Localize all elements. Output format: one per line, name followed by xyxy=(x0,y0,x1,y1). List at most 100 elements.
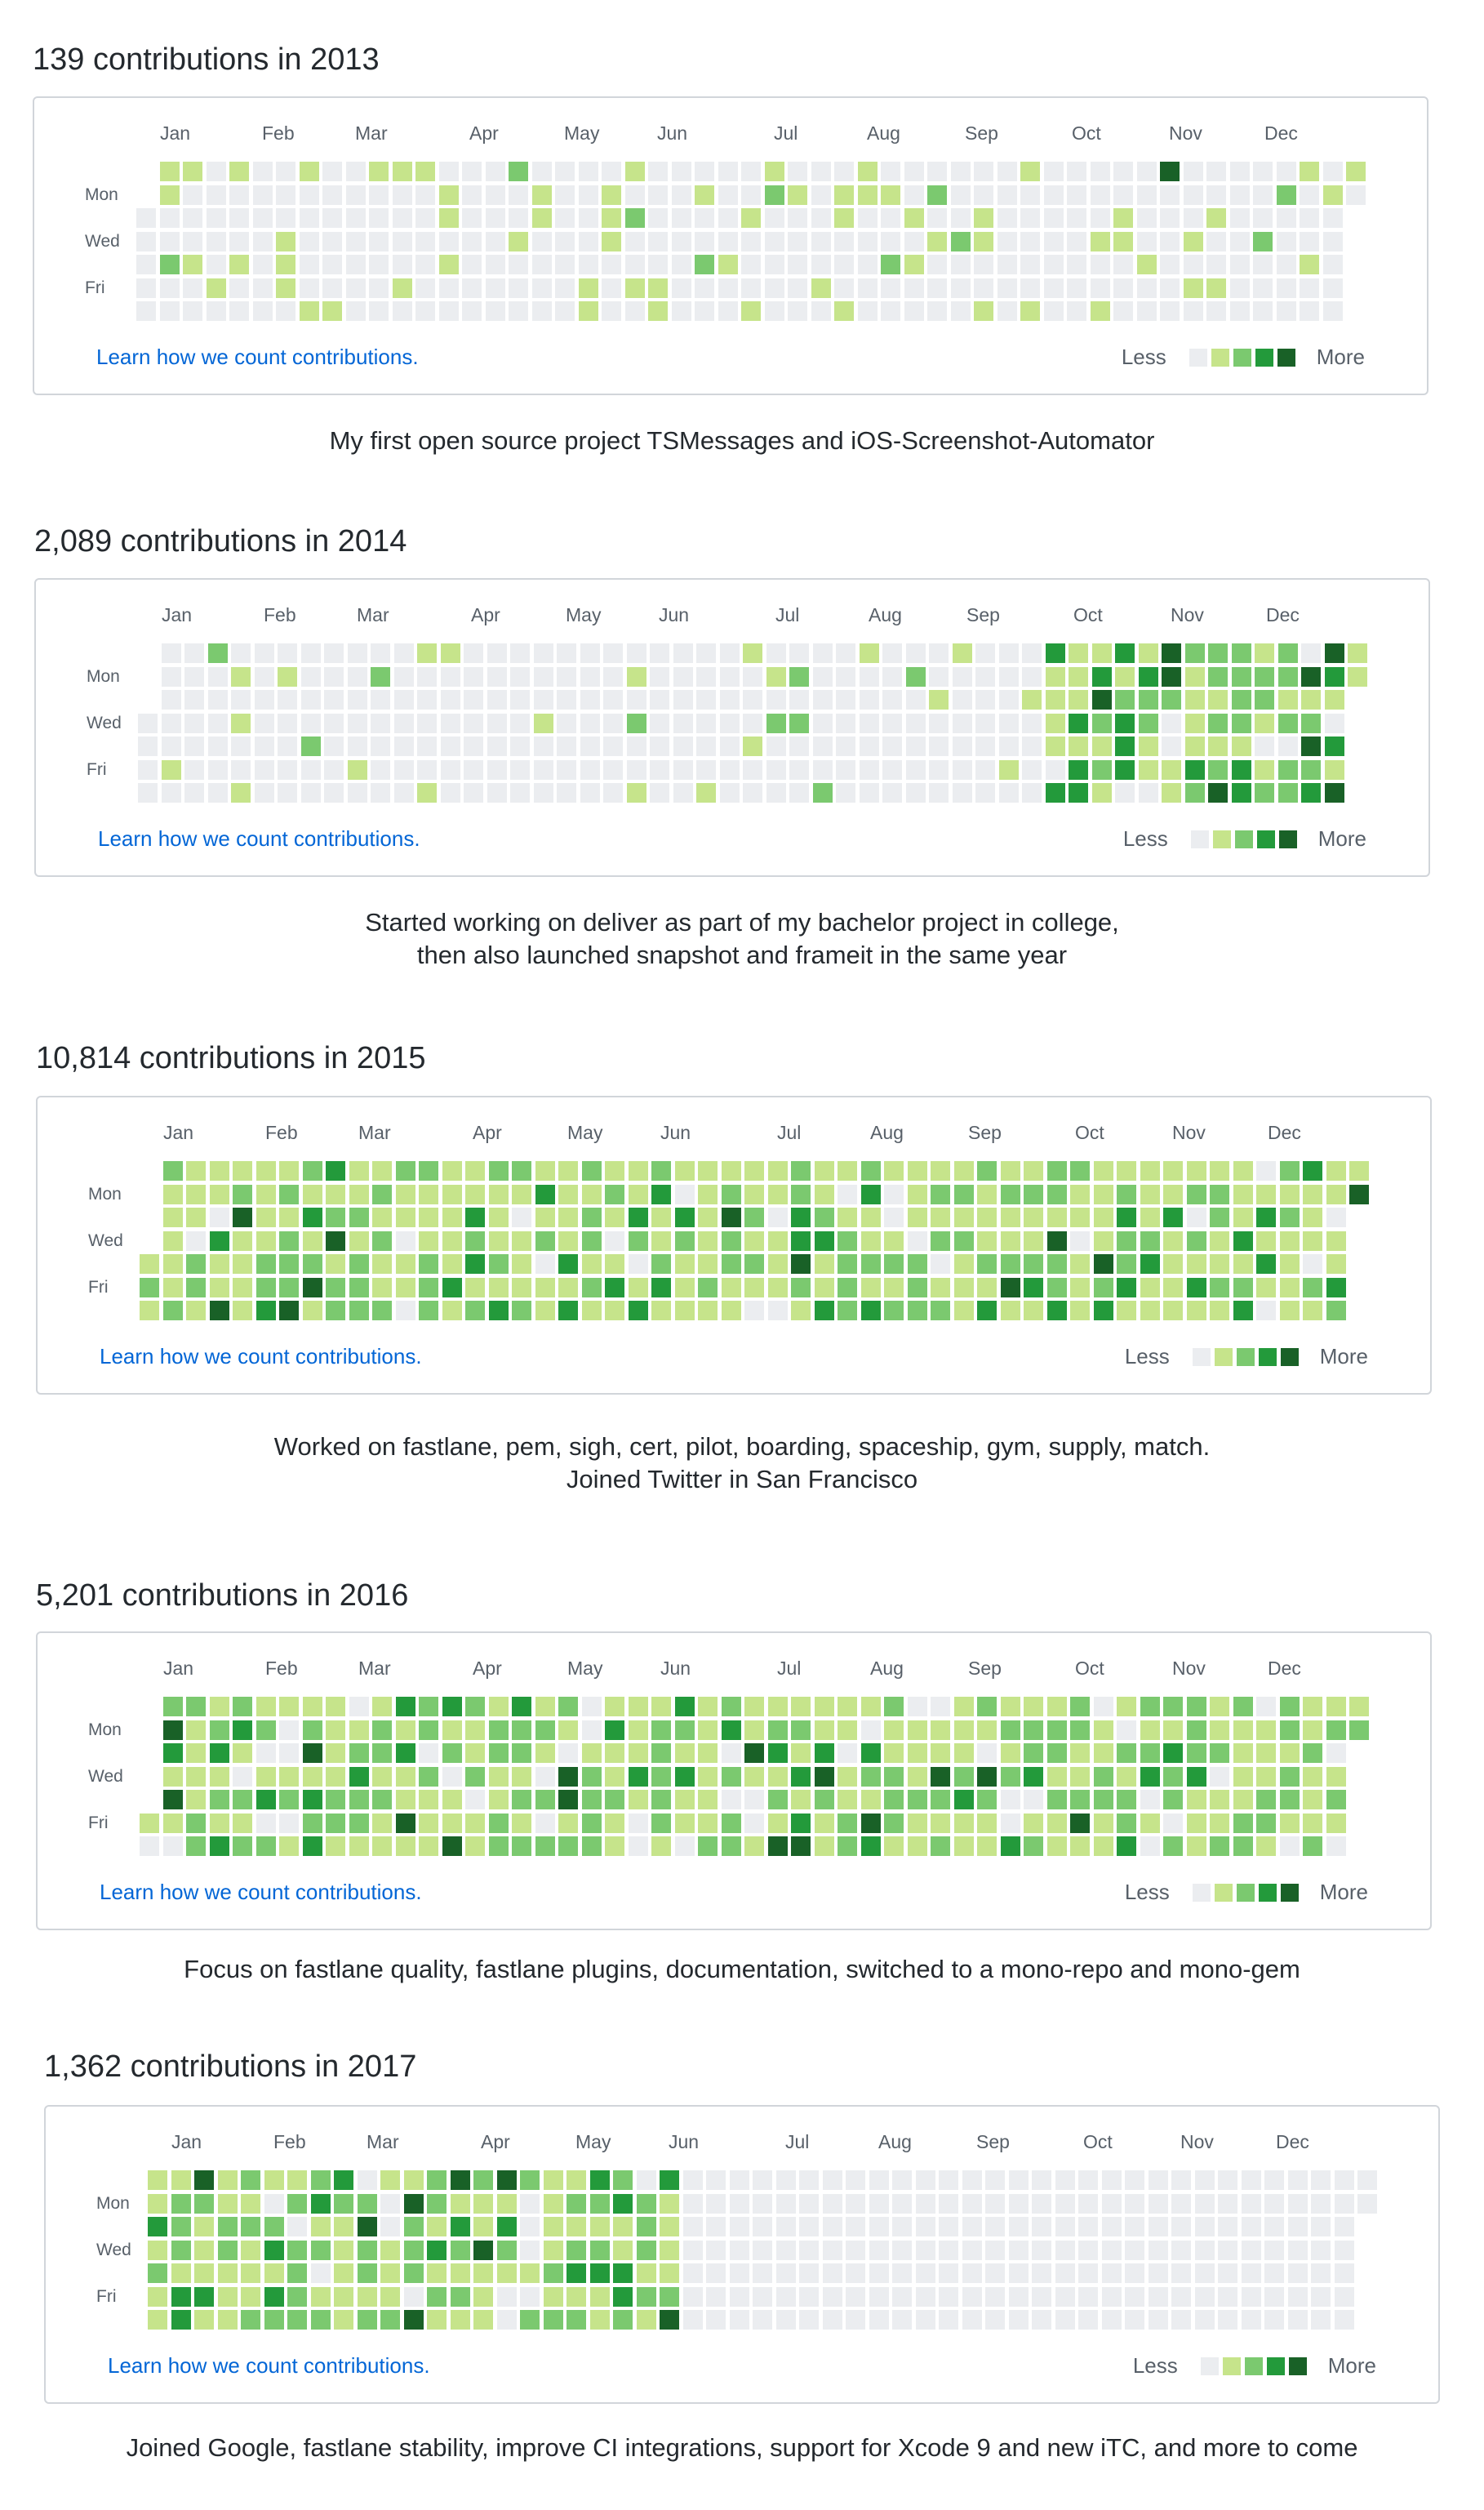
contribution-day-cell[interactable] xyxy=(906,643,926,663)
contribution-day-cell[interactable] xyxy=(672,185,691,205)
contribution-day-cell[interactable] xyxy=(791,1278,811,1297)
contribution-day-cell[interactable] xyxy=(136,278,156,298)
contribution-day-cell[interactable] xyxy=(590,2310,610,2330)
contribution-day-cell[interactable] xyxy=(348,760,367,780)
contribution-day-cell[interactable] xyxy=(1233,1720,1253,1740)
contribution-day-cell[interactable] xyxy=(1218,2287,1237,2307)
contribution-day-cell[interactable] xyxy=(1208,714,1228,733)
contribution-day-cell[interactable] xyxy=(207,208,226,228)
contribution-day-cell[interactable] xyxy=(1162,783,1181,803)
contribution-day-cell[interactable] xyxy=(962,2194,982,2214)
contribution-day-cell[interactable] xyxy=(1277,185,1296,205)
contribution-day-cell[interactable] xyxy=(451,2170,470,2190)
contribution-day-cell[interactable] xyxy=(706,2287,726,2307)
contribution-day-cell[interactable] xyxy=(1149,2241,1168,2260)
contribution-day-cell[interactable] xyxy=(1303,1278,1322,1297)
contribution-day-cell[interactable] xyxy=(931,1301,950,1320)
contribution-day-cell[interactable] xyxy=(1032,2287,1051,2307)
contribution-day-cell[interactable] xyxy=(140,1254,159,1274)
contribution-day-cell[interactable] xyxy=(1253,208,1273,228)
contribution-day-cell[interactable] xyxy=(1001,1743,1020,1763)
contribution-day-cell[interactable] xyxy=(1303,1743,1322,1763)
contribution-day-cell[interactable] xyxy=(136,255,156,274)
contribution-day-cell[interactable] xyxy=(766,760,786,780)
contribution-day-cell[interactable] xyxy=(534,690,553,710)
contribution-day-cell[interactable] xyxy=(882,667,902,687)
contribution-day-cell[interactable] xyxy=(1326,1161,1346,1181)
contribution-day-cell[interactable] xyxy=(1009,2194,1029,2214)
contribution-day-cell[interactable] xyxy=(255,783,274,803)
contribution-day-cell[interactable] xyxy=(861,1836,881,1856)
contribution-day-cell[interactable] xyxy=(442,1208,462,1227)
contribution-day-cell[interactable] xyxy=(1069,783,1088,803)
contribution-day-cell[interactable] xyxy=(555,301,575,321)
contribution-day-cell[interactable] xyxy=(904,255,924,274)
contribution-day-cell[interactable] xyxy=(1070,1161,1090,1181)
contribution-day-cell[interactable] xyxy=(625,278,645,298)
contribution-day-cell[interactable] xyxy=(613,2241,633,2260)
contribution-day-cell[interactable] xyxy=(1346,185,1366,205)
contribution-day-cell[interactable] xyxy=(253,255,273,274)
contribution-day-cell[interactable] xyxy=(208,643,228,663)
contribution-day-cell[interactable] xyxy=(1140,1790,1160,1809)
contribution-day-cell[interactable] xyxy=(1020,278,1040,298)
contribution-day-cell[interactable] xyxy=(231,737,251,756)
contribution-day-cell[interactable] xyxy=(1300,232,1319,251)
contribution-day-cell[interactable] xyxy=(462,232,482,251)
contribution-day-cell[interactable] xyxy=(396,1161,415,1181)
contribution-day-cell[interactable] xyxy=(404,2170,424,2190)
contribution-day-cell[interactable] xyxy=(160,185,180,205)
contribution-day-cell[interactable] xyxy=(233,1697,252,1716)
contribution-day-cell[interactable] xyxy=(916,2194,935,2214)
contribution-day-cell[interactable] xyxy=(672,162,691,181)
contribution-day-cell[interactable] xyxy=(218,2263,238,2283)
contribution-day-cell[interactable] xyxy=(415,255,435,274)
contribution-day-cell[interactable] xyxy=(1210,1697,1229,1716)
contribution-day-cell[interactable] xyxy=(136,208,156,228)
contribution-day-cell[interactable] xyxy=(303,1697,322,1716)
contribution-day-cell[interactable] xyxy=(1001,1697,1020,1716)
contribution-day-cell[interactable] xyxy=(1024,1185,1043,1204)
contribution-day-cell[interactable] xyxy=(1280,1720,1300,1740)
contribution-day-cell[interactable] xyxy=(241,2287,260,2307)
contribution-day-cell[interactable] xyxy=(160,208,180,228)
contribution-day-cell[interactable] xyxy=(372,1185,392,1204)
contribution-day-cell[interactable] xyxy=(208,667,228,687)
contribution-day-cell[interactable] xyxy=(160,162,180,181)
contribution-day-cell[interactable] xyxy=(846,2217,865,2236)
contribution-day-cell[interactable] xyxy=(603,690,623,710)
contribution-day-cell[interactable] xyxy=(884,1161,904,1181)
contribution-day-cell[interactable] xyxy=(558,1743,578,1763)
contribution-day-cell[interactable] xyxy=(1253,185,1273,205)
contribution-day-cell[interactable] xyxy=(860,783,879,803)
contribution-day-cell[interactable] xyxy=(415,278,435,298)
contribution-day-cell[interactable] xyxy=(486,162,505,181)
contribution-day-cell[interactable] xyxy=(417,737,437,756)
contribution-day-cell[interactable] xyxy=(1326,1790,1346,1809)
contribution-day-cell[interactable] xyxy=(535,1814,555,1833)
contribution-day-cell[interactable] xyxy=(1210,1208,1229,1227)
contribution-day-cell[interactable] xyxy=(465,1697,485,1716)
contribution-day-cell[interactable] xyxy=(834,162,854,181)
contribution-day-cell[interactable] xyxy=(415,232,435,251)
contribution-day-cell[interactable] xyxy=(1055,2217,1075,2236)
contribution-day-cell[interactable] xyxy=(512,1161,531,1181)
contribution-day-cell[interactable] xyxy=(650,737,669,756)
contribution-day-cell[interactable] xyxy=(603,760,623,780)
contribution-day-cell[interactable] xyxy=(1163,1161,1183,1181)
contribution-day-cell[interactable] xyxy=(881,278,900,298)
contribution-day-cell[interactable] xyxy=(489,1743,509,1763)
contribution-day-cell[interactable] xyxy=(1326,1697,1346,1716)
contribution-day-cell[interactable] xyxy=(183,255,202,274)
contribution-day-cell[interactable] xyxy=(396,1254,415,1274)
contribution-day-cell[interactable] xyxy=(509,185,528,205)
contribution-day-cell[interactable] xyxy=(1067,278,1086,298)
contribution-day-cell[interactable] xyxy=(348,783,367,803)
contribution-day-cell[interactable] xyxy=(1301,783,1321,803)
contribution-day-cell[interactable] xyxy=(1032,2263,1051,2283)
contribution-day-cell[interactable] xyxy=(1078,2170,1098,2190)
contribution-day-cell[interactable] xyxy=(346,301,366,321)
contribution-day-cell[interactable] xyxy=(1242,2194,1261,2214)
contribution-day-cell[interactable] xyxy=(279,1301,299,1320)
contribution-day-cell[interactable] xyxy=(349,1161,369,1181)
